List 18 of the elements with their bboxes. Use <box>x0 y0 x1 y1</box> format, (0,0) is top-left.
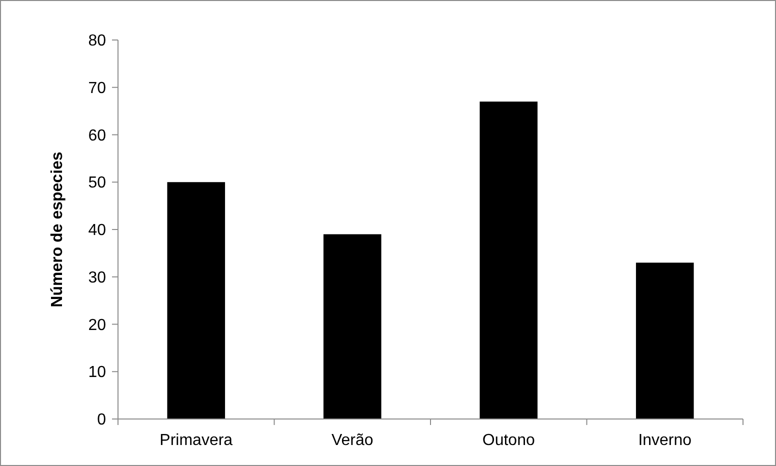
y-tick-label: 20 <box>88 316 106 334</box>
y-tick-label: 70 <box>88 80 106 97</box>
x-tick-label: Primavera <box>160 432 233 449</box>
bar <box>167 182 226 419</box>
y-tick-label: 10 <box>88 364 106 382</box>
y-tick-label: 60 <box>88 127 106 144</box>
y-tick-label: 40 <box>88 222 106 240</box>
y-tick-label: 50 <box>88 174 106 192</box>
y-tick-label: 80 <box>88 32 106 50</box>
y-tick-label: 0 <box>97 412 106 429</box>
x-tick-label: Outono <box>482 432 535 449</box>
y-tick-label: 30 <box>88 269 106 286</box>
bar <box>480 102 538 419</box>
bar <box>636 262 694 419</box>
x-tick-label: Inverno <box>638 432 692 449</box>
y-axis-title: Número de especies <box>49 152 66 308</box>
bar <box>323 234 382 419</box>
x-tick-label: Verão <box>331 432 374 449</box>
